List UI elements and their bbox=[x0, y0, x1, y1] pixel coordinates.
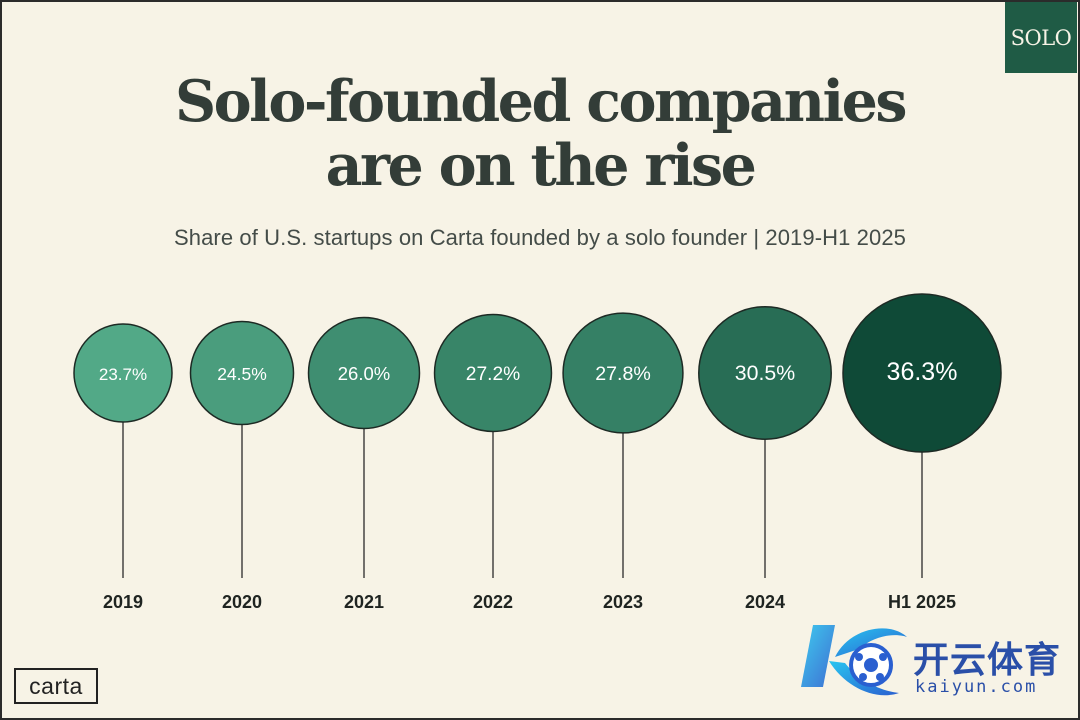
bubble-2022 bbox=[433, 313, 553, 433]
kaiyun-watermark: 开云体育 kaiyun.com bbox=[795, 617, 1075, 707]
category-label: H1 2025 bbox=[888, 592, 956, 612]
kaiyun-logo-icon bbox=[801, 625, 907, 696]
value-label: 36.3% bbox=[887, 358, 958, 386]
bubble-2024 bbox=[698, 306, 832, 440]
bubble-2021 bbox=[307, 316, 421, 430]
watermark-en-text: kaiyun.com bbox=[915, 677, 1038, 697]
category-label: 2024 bbox=[745, 592, 785, 612]
category-label: 2020 bbox=[222, 592, 262, 612]
value-label: 27.8% bbox=[595, 363, 651, 385]
value-label: 24.5% bbox=[217, 364, 267, 384]
bubble-h1-2025 bbox=[842, 293, 1002, 453]
category-label: 2019 bbox=[103, 592, 143, 612]
carta-logo: carta bbox=[14, 668, 98, 704]
category-label: 2023 bbox=[603, 592, 643, 612]
value-label: 30.5% bbox=[735, 361, 795, 385]
category-label: 2022 bbox=[473, 592, 513, 612]
value-label: 26.0% bbox=[338, 363, 390, 384]
title-line-1: Solo-founded companies bbox=[174, 68, 908, 135]
value-label: 23.7% bbox=[99, 365, 147, 384]
chart-title: Solo-founded companies are on the rise bbox=[0, 70, 1080, 198]
chart-subtitle: Share of U.S. startups on Carta founded … bbox=[173, 225, 907, 250]
title-line-2: are on the rise bbox=[325, 132, 757, 199]
solo-badge: SOLO bbox=[1005, 2, 1077, 73]
bubble-2019 bbox=[73, 323, 173, 423]
watermark-cn-text: 开云体育 bbox=[913, 640, 1062, 681]
category-label: 2021 bbox=[344, 592, 384, 612]
bubble-2020 bbox=[189, 320, 295, 426]
bubble-2023 bbox=[562, 312, 684, 434]
value-label: 27.2% bbox=[466, 364, 520, 385]
